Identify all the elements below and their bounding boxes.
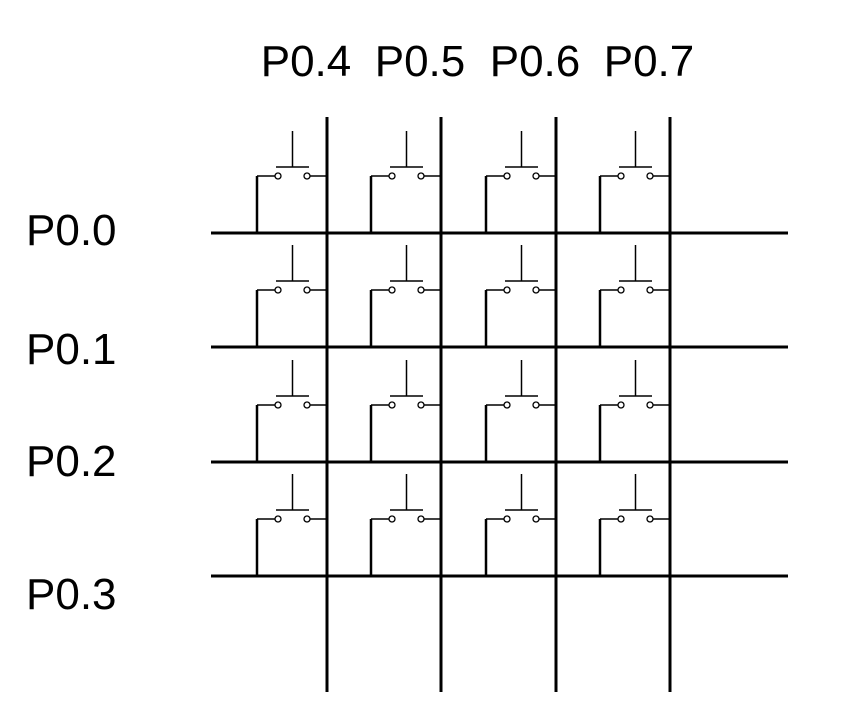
- push-button-switch: [598, 131, 670, 233]
- switch-contact: [503, 286, 511, 294]
- push-button-switch: [369, 474, 441, 576]
- switch-contact: [417, 172, 425, 180]
- push-button-switch: [598, 245, 670, 347]
- push-button-switch: [484, 360, 556, 462]
- push-button-switch: [369, 360, 441, 462]
- row-label-p01: P0.1: [26, 325, 117, 374]
- push-button-switch: [598, 474, 670, 576]
- switch-contact: [617, 515, 625, 523]
- switch-contact: [417, 515, 425, 523]
- switch-contact: [503, 401, 511, 409]
- push-button-switch: [598, 360, 670, 462]
- switch-contact: [274, 401, 282, 409]
- switch-contact: [503, 172, 511, 180]
- switch-contact: [303, 172, 311, 180]
- push-button-switch: [369, 245, 441, 347]
- switch-contact: [274, 286, 282, 294]
- switch-contact: [388, 515, 396, 523]
- switch-contact: [388, 401, 396, 409]
- switch-contact: [617, 286, 625, 294]
- switch-contact: [646, 172, 654, 180]
- push-button-switch: [369, 131, 441, 233]
- row-label-p03: P0.3: [26, 570, 117, 619]
- switch-contact: [646, 286, 654, 294]
- switch-contact: [388, 172, 396, 180]
- switch-contact: [532, 401, 540, 409]
- push-button-switches: [255, 131, 670, 576]
- column-label-p05: P0.5: [375, 37, 466, 86]
- column-label-p06: P0.6: [490, 37, 581, 86]
- switch-contact: [274, 172, 282, 180]
- switch-contact: [617, 401, 625, 409]
- column-labels: P0.4 P0.5 P0.6 P0.7: [261, 37, 695, 86]
- switch-contact: [303, 515, 311, 523]
- switch-contact: [417, 401, 425, 409]
- push-button-switch: [255, 131, 327, 233]
- switch-contact: [303, 401, 311, 409]
- push-button-switch: [484, 131, 556, 233]
- switch-contact: [532, 172, 540, 180]
- switch-contact: [503, 515, 511, 523]
- push-button-switch: [484, 245, 556, 347]
- switch-contact: [646, 515, 654, 523]
- switch-contact: [303, 286, 311, 294]
- switch-contact: [417, 286, 425, 294]
- push-button-switch: [255, 474, 327, 576]
- push-button-switch: [255, 245, 327, 347]
- switch-contact: [388, 286, 396, 294]
- switch-contact: [646, 401, 654, 409]
- push-button-switch: [255, 360, 327, 462]
- row-labels: P0.0 P0.1 P0.2 P0.3: [26, 206, 117, 619]
- switch-contact: [532, 515, 540, 523]
- column-label-p07: P0.7: [604, 37, 695, 86]
- switch-contact: [274, 515, 282, 523]
- push-button-switch: [484, 474, 556, 576]
- switch-contact: [532, 286, 540, 294]
- column-label-p04: P0.4: [261, 37, 352, 86]
- row-label-p02: P0.2: [26, 437, 117, 486]
- row-label-p00: P0.0: [26, 206, 117, 255]
- switch-contact: [617, 172, 625, 180]
